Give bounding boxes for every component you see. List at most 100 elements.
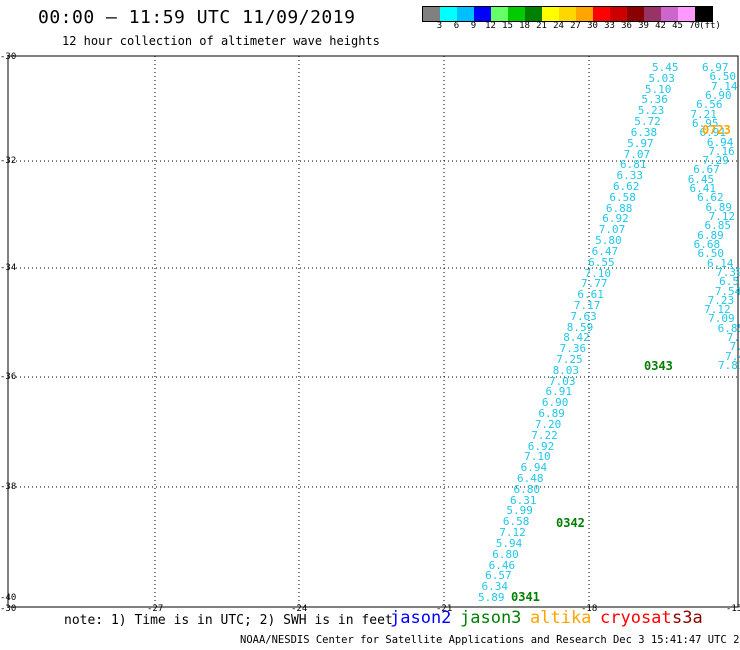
wave-height-value: 6.38 [630, 125, 658, 139]
wave-height-value: 5.89 [478, 591, 505, 604]
wave-height-value: 7.63 [570, 309, 597, 323]
wave-height-value: 5.99 [506, 504, 533, 518]
wave-height-value: 5.10 [644, 82, 672, 96]
wave-height-value: 6.90 [541, 396, 569, 410]
wave-height-value: 6.50 [697, 247, 724, 261]
lon-label: -24 [291, 604, 308, 614]
legend-label: 24 [553, 21, 564, 31]
map-title: 00:00 – 11:59 UTC 11/09/2019 [38, 7, 356, 28]
wave-height-value: 6.56 [696, 98, 723, 112]
wave-height-value: 7.36 [559, 342, 587, 356]
pass-time-label: 0341 [511, 590, 540, 604]
wave-height-value: 6.45 [687, 172, 715, 186]
legend-swatch-0 [423, 7, 440, 21]
wave-height-value: 5.03 [648, 71, 675, 85]
wave-height-value: 6.95 [692, 116, 719, 130]
lon-label: -15 [726, 604, 740, 614]
wave-height-value: 6.57 [485, 569, 512, 583]
footer-credit: NOAA/NESDIS Center for Satellite Applica… [240, 634, 740, 646]
wave-height-value: 7.12 [499, 526, 526, 540]
legend-label: 33 [604, 21, 615, 31]
wave-height-value: 6.90 [705, 88, 732, 102]
wave-height-value: 7.16 [708, 144, 735, 158]
wave-height-value: 6.34 [481, 580, 509, 594]
wave-height-value: 6.81 [620, 158, 647, 172]
legend-swatch-8 [559, 7, 576, 21]
wave-height-value: 6.50 [709, 70, 736, 84]
wave-height-value: 6.89 [705, 200, 733, 214]
map-subtitle: 12 hour collection of altimeter wave hei… [62, 34, 380, 48]
satellite-jason3: jason3 [460, 608, 522, 628]
legend-label: 36 [621, 21, 632, 31]
wave-height-value: 6.62 [612, 179, 640, 193]
wave-height-value: 7.54 [714, 284, 740, 298]
satellite-cryosat: cryosat [600, 608, 672, 628]
wave-height-value: 5.80 [595, 234, 622, 248]
wave-height-value: 7.20 [534, 417, 562, 431]
wave-height-value: 6.58 [502, 515, 530, 529]
lon-label: -27 [147, 604, 164, 614]
wave-height-value: 7.03 [549, 374, 576, 388]
lat-label: -38 [0, 482, 17, 492]
wave-height-value: 6.46 [488, 558, 516, 572]
wave-height-value: 7.39 [716, 265, 740, 279]
legend-label: 9 [470, 21, 477, 31]
legend-label: 39 [638, 21, 649, 31]
wave-height-value: 6.33 [616, 169, 643, 183]
legend-swatch-4 [491, 7, 508, 21]
wave-height-value: 6.94 [706, 135, 734, 149]
wave-height-value: 6.68 [693, 237, 721, 251]
lat-label: -32 [0, 156, 17, 166]
wave-height-value: 7.10 [524, 450, 551, 464]
wave-height-value: 6.92 [602, 212, 629, 226]
wave-height-value: 7.29 [702, 154, 729, 168]
wave-height-value: 6.67 [693, 163, 720, 177]
wave-height-value: 6.91 [699, 126, 727, 140]
wave-height-value: 6.62 [697, 191, 724, 205]
wave-height-value: 6.41 [689, 182, 717, 196]
legend-label: 3 [436, 21, 443, 31]
wave-height-value: 5.72 [634, 115, 661, 129]
wave-height-value: 7.43 [725, 349, 740, 363]
wave-height-value: 7.17 [573, 298, 601, 312]
wave-height-value: 5.23 [637, 104, 665, 118]
legend-swatch-15 [678, 7, 695, 21]
pass-time-label: 0343 [644, 359, 673, 373]
wave-height-value: 8.59 [566, 320, 594, 334]
wave-height-value: 7.21 [690, 107, 717, 121]
pass-time-label: 0723 [702, 123, 731, 137]
satellite-jason2: jason2 [390, 608, 452, 628]
color-legend-bar [422, 6, 713, 22]
wave-height-value: 7.23 [707, 293, 735, 307]
wave-height-value: 7.22 [531, 428, 558, 442]
wave-height-value: 8.03 [552, 363, 580, 377]
wave-height-value: 6.97 [702, 61, 729, 74]
legend-label: 18 [519, 21, 530, 31]
legend-unit: (ft) [699, 21, 721, 31]
wave-height-value: 7.07 [623, 147, 651, 161]
legend-swatch-6 [525, 7, 542, 21]
wave-height-value: 5.97 [627, 136, 654, 150]
wave-height-value: 6.14 [707, 256, 734, 270]
legend-label: 70 [689, 21, 700, 31]
pass-time-label: 0342 [556, 516, 585, 530]
legend-label: 27 [570, 21, 581, 31]
footer-note: note: 1) Time is in UTC; 2) SWH is in fe… [64, 613, 393, 628]
legend-swatch-5 [508, 7, 525, 21]
wave-height-value: 6.58 [609, 190, 636, 204]
lat-label: -30 [0, 52, 17, 62]
wave-height-value: 6.92 [527, 439, 555, 453]
wave-height-value: 5.94 [495, 536, 523, 550]
wave-height-value: 7.25 [556, 353, 583, 367]
legend-label: 15 [502, 21, 513, 31]
legend-label: 42 [655, 21, 666, 31]
wave-height-value: 5.36 [641, 93, 668, 107]
lon-label: -18 [581, 604, 598, 614]
legend-label: 21 [536, 21, 547, 31]
wave-height-value: 6.85 [717, 321, 740, 335]
wave-height-value: 6.85 [704, 219, 731, 233]
wave-height-value: 7.81 [717, 359, 740, 372]
wave-height-value: 7.10 [584, 266, 612, 280]
